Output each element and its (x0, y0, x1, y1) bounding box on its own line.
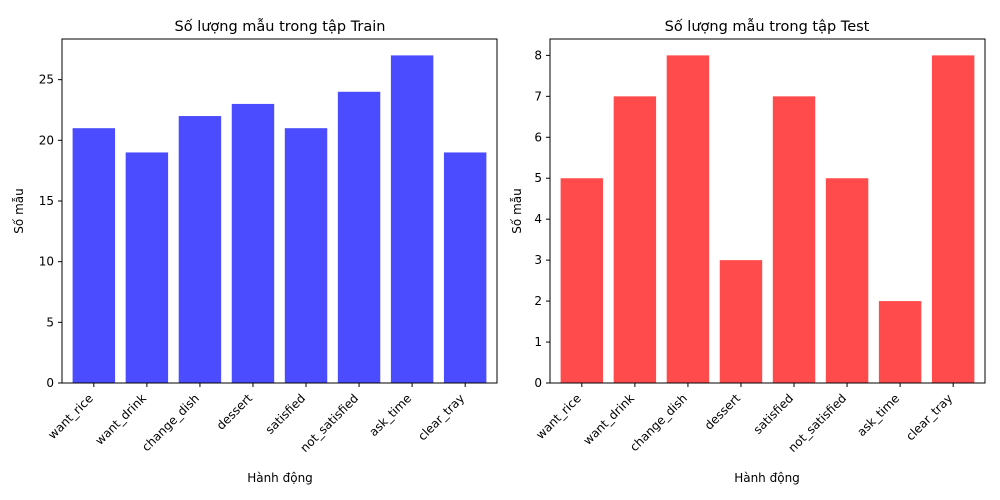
bar-want_drink (125, 152, 169, 383)
bar-want_drink (613, 96, 657, 383)
bar-want_rice (72, 128, 116, 383)
y-tick-label: 8 (534, 48, 542, 62)
bar-want_rice (560, 178, 604, 383)
axes-frame (61, 38, 498, 384)
bar-clear_tray (443, 152, 487, 383)
y-tick-label: 4 (534, 212, 542, 226)
bar-ask_time (878, 301, 922, 383)
bar-satisfied (772, 96, 816, 383)
x-tick-label: ask_time (366, 391, 414, 439)
bar-change_dish (666, 55, 710, 383)
x-tick-label: dessert (214, 391, 256, 433)
y-tick-label: 5 (534, 171, 542, 185)
y-tick-label: 10 (39, 255, 54, 269)
x-tick-label: dessert (702, 391, 744, 433)
y-tick-label: 6 (534, 130, 542, 144)
bar-ask_time (390, 55, 434, 383)
x-tick-label: want_rice (45, 391, 96, 442)
x-tick-label: want_drink (92, 391, 149, 448)
x-axis-label: Hành động (247, 471, 313, 485)
y-tick-label: 5 (46, 315, 54, 329)
train-chart: Số lượng mẫu trong tập Train Hành động S… (12, 18, 498, 485)
bar-dessert (231, 103, 275, 383)
x-tick-label: change_dish (627, 391, 690, 454)
y-tick-label: 2 (534, 294, 542, 308)
chart-title: Số lượng mẫu trong tập Train (175, 18, 386, 35)
y-tick-label: 0 (534, 376, 542, 390)
x-tick-label: want_drink (580, 391, 637, 448)
y-tick-label: 15 (39, 194, 54, 208)
y-axis-label: Số mẫu (510, 188, 524, 233)
y-tick-label: 25 (39, 73, 54, 87)
bar-satisfied (284, 128, 328, 383)
bar-clear_tray (931, 55, 975, 383)
x-tick-label: want_rice (533, 391, 584, 442)
x-tick-label: ask_time (854, 391, 902, 439)
chart-title: Số lượng mẫu trong tập Test (665, 18, 870, 35)
y-tick-label: 7 (534, 89, 542, 103)
bar-not_satisfied (337, 91, 381, 383)
x-tick-label: change_dish (139, 391, 202, 454)
bar-dessert (719, 260, 763, 383)
y-tick-label: 3 (534, 253, 542, 267)
test-chart: Số lượng mẫu trong tập Test Hành động Số… (510, 18, 986, 485)
axes-frame (549, 38, 986, 384)
bar-not_satisfied (825, 178, 869, 383)
x-tick-label: satisfied (751, 391, 797, 437)
y-axis-label: Số mẫu (12, 188, 26, 233)
y-tick-label: 0 (46, 376, 54, 390)
x-tick-label: clear_tray (903, 391, 955, 443)
x-tick-label: clear_tray (415, 391, 467, 443)
x-axis-label: Hành động (734, 471, 800, 485)
y-tick-label: 20 (39, 133, 54, 147)
bar-change_dish (178, 116, 222, 383)
x-tick-label: satisfied (263, 391, 309, 437)
y-tick-label: 1 (534, 335, 542, 349)
